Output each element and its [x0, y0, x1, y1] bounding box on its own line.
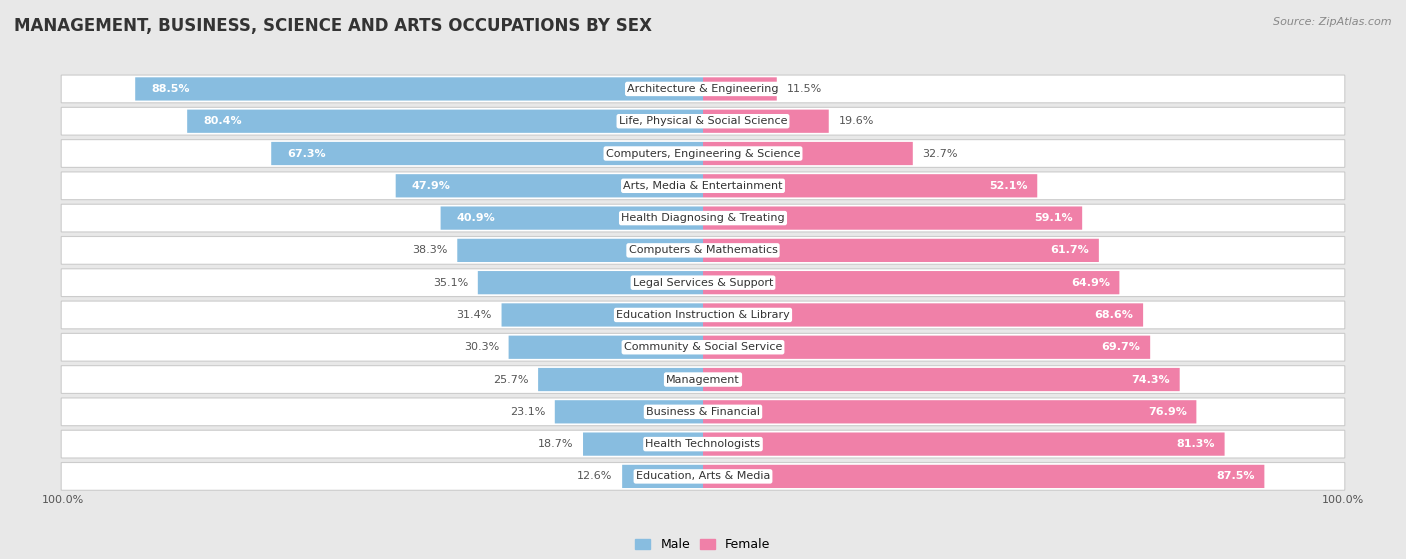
FancyBboxPatch shape — [187, 110, 703, 133]
FancyBboxPatch shape — [703, 174, 1038, 197]
FancyBboxPatch shape — [703, 77, 776, 101]
FancyBboxPatch shape — [62, 269, 1344, 297]
Text: 88.5%: 88.5% — [152, 84, 190, 94]
Text: Health Diagnosing & Treating: Health Diagnosing & Treating — [621, 213, 785, 223]
FancyBboxPatch shape — [555, 400, 703, 424]
Text: 67.3%: 67.3% — [287, 149, 326, 159]
Text: 74.3%: 74.3% — [1132, 375, 1170, 385]
FancyBboxPatch shape — [395, 174, 703, 197]
FancyBboxPatch shape — [478, 271, 703, 294]
Text: 100.0%: 100.0% — [42, 495, 84, 505]
Legend: Male, Female: Male, Female — [630, 533, 776, 556]
Text: Health Technologists: Health Technologists — [645, 439, 761, 449]
FancyBboxPatch shape — [583, 433, 703, 456]
Text: 81.3%: 81.3% — [1177, 439, 1215, 449]
FancyBboxPatch shape — [502, 304, 703, 326]
FancyBboxPatch shape — [62, 172, 1344, 200]
FancyBboxPatch shape — [509, 335, 703, 359]
FancyBboxPatch shape — [62, 301, 1344, 329]
FancyBboxPatch shape — [62, 140, 1344, 167]
FancyBboxPatch shape — [62, 107, 1344, 135]
FancyBboxPatch shape — [62, 236, 1344, 264]
Text: Community & Social Service: Community & Social Service — [624, 342, 782, 352]
FancyBboxPatch shape — [62, 430, 1344, 458]
FancyBboxPatch shape — [703, 335, 1150, 359]
Text: 87.5%: 87.5% — [1216, 471, 1254, 481]
FancyBboxPatch shape — [703, 206, 1083, 230]
Text: Legal Services & Support: Legal Services & Support — [633, 278, 773, 288]
FancyBboxPatch shape — [62, 204, 1344, 232]
FancyBboxPatch shape — [62, 333, 1344, 361]
Text: 47.9%: 47.9% — [412, 181, 450, 191]
FancyBboxPatch shape — [62, 366, 1344, 394]
FancyBboxPatch shape — [703, 271, 1119, 294]
FancyBboxPatch shape — [703, 304, 1143, 326]
FancyBboxPatch shape — [703, 368, 1180, 391]
FancyBboxPatch shape — [440, 206, 703, 230]
FancyBboxPatch shape — [703, 239, 1099, 262]
Text: Business & Financial: Business & Financial — [645, 407, 761, 417]
Text: MANAGEMENT, BUSINESS, SCIENCE AND ARTS OCCUPATIONS BY SEX: MANAGEMENT, BUSINESS, SCIENCE AND ARTS O… — [14, 17, 652, 35]
Text: 59.1%: 59.1% — [1033, 213, 1073, 223]
FancyBboxPatch shape — [703, 465, 1264, 488]
Text: 25.7%: 25.7% — [494, 375, 529, 385]
FancyBboxPatch shape — [703, 110, 828, 133]
Text: 23.1%: 23.1% — [510, 407, 546, 417]
Text: 18.7%: 18.7% — [538, 439, 574, 449]
Text: 32.7%: 32.7% — [922, 149, 957, 159]
Text: 52.1%: 52.1% — [990, 181, 1028, 191]
FancyBboxPatch shape — [62, 398, 1344, 426]
FancyBboxPatch shape — [135, 77, 703, 101]
Text: 11.5%: 11.5% — [786, 84, 821, 94]
Text: 19.6%: 19.6% — [838, 116, 873, 126]
Text: 38.3%: 38.3% — [412, 245, 447, 255]
Text: 68.6%: 68.6% — [1095, 310, 1133, 320]
Text: Education, Arts & Media: Education, Arts & Media — [636, 471, 770, 481]
Text: Computers & Mathematics: Computers & Mathematics — [628, 245, 778, 255]
Text: Architecture & Engineering: Architecture & Engineering — [627, 84, 779, 94]
Text: Life, Physical & Social Science: Life, Physical & Social Science — [619, 116, 787, 126]
Text: 12.6%: 12.6% — [578, 471, 613, 481]
Text: 64.9%: 64.9% — [1071, 278, 1109, 288]
FancyBboxPatch shape — [62, 462, 1344, 490]
Text: 31.4%: 31.4% — [457, 310, 492, 320]
Text: 76.9%: 76.9% — [1147, 407, 1187, 417]
Text: 40.9%: 40.9% — [457, 213, 495, 223]
FancyBboxPatch shape — [538, 368, 703, 391]
Text: Source: ZipAtlas.com: Source: ZipAtlas.com — [1274, 17, 1392, 27]
FancyBboxPatch shape — [457, 239, 703, 262]
FancyBboxPatch shape — [703, 142, 912, 165]
FancyBboxPatch shape — [271, 142, 703, 165]
Text: Management: Management — [666, 375, 740, 385]
Text: 69.7%: 69.7% — [1102, 342, 1140, 352]
Text: Arts, Media & Entertainment: Arts, Media & Entertainment — [623, 181, 783, 191]
Text: 100.0%: 100.0% — [1322, 495, 1364, 505]
FancyBboxPatch shape — [62, 75, 1344, 103]
Text: 30.3%: 30.3% — [464, 342, 499, 352]
FancyBboxPatch shape — [623, 465, 703, 488]
Text: 35.1%: 35.1% — [433, 278, 468, 288]
Text: 80.4%: 80.4% — [204, 116, 242, 126]
Text: Computers, Engineering & Science: Computers, Engineering & Science — [606, 149, 800, 159]
FancyBboxPatch shape — [703, 433, 1225, 456]
Text: Education Instruction & Library: Education Instruction & Library — [616, 310, 790, 320]
FancyBboxPatch shape — [703, 400, 1197, 424]
Text: 61.7%: 61.7% — [1050, 245, 1090, 255]
